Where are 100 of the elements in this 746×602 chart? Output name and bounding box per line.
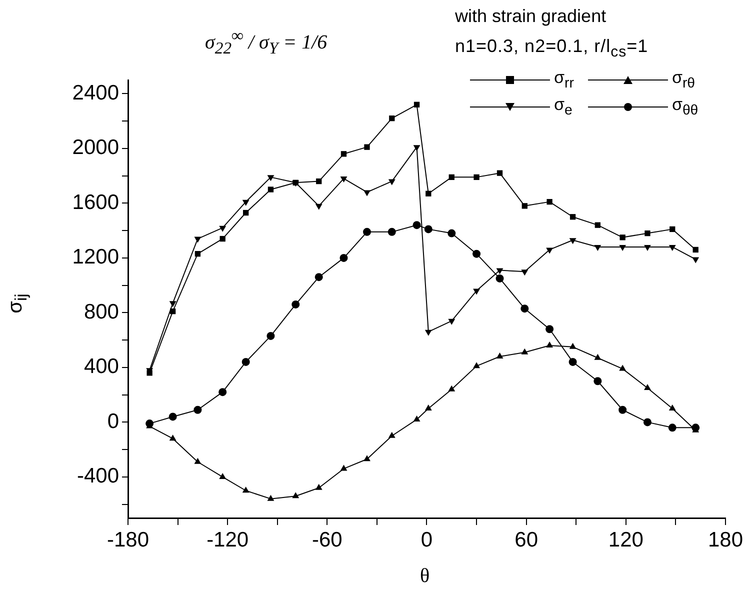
point bbox=[619, 244, 626, 251]
point bbox=[644, 244, 651, 251]
point bbox=[568, 358, 577, 366]
x-tick-label: 0 bbox=[420, 528, 433, 552]
point bbox=[292, 300, 300, 308]
y-tick-label: 800 bbox=[84, 300, 119, 324]
point bbox=[546, 248, 554, 254]
point bbox=[243, 210, 249, 216]
y-tick-label: 400 bbox=[84, 355, 119, 378]
point bbox=[426, 190, 432, 196]
point bbox=[474, 174, 480, 180]
y-tick-label: 2000 bbox=[72, 136, 119, 160]
x-tick-label: 120 bbox=[608, 528, 644, 552]
y-tick-label: -400 bbox=[76, 464, 119, 488]
point bbox=[219, 226, 226, 232]
point bbox=[169, 434, 176, 441]
point bbox=[448, 174, 454, 180]
point bbox=[594, 222, 601, 228]
point bbox=[522, 203, 528, 209]
point bbox=[496, 170, 503, 176]
point bbox=[413, 145, 420, 152]
point bbox=[388, 228, 396, 236]
point bbox=[388, 432, 396, 438]
point bbox=[242, 486, 250, 493]
point bbox=[242, 200, 250, 206]
legend-label: σ$_{θθ}$ bbox=[672, 95, 698, 119]
point bbox=[242, 358, 250, 366]
point bbox=[315, 484, 322, 490]
point bbox=[668, 244, 676, 251]
point bbox=[521, 270, 528, 276]
legend-label: σ$_{e}$ bbox=[554, 95, 572, 119]
point bbox=[364, 455, 370, 462]
point bbox=[670, 226, 676, 232]
point bbox=[364, 144, 370, 150]
point bbox=[413, 415, 420, 422]
point bbox=[546, 325, 554, 334]
point bbox=[424, 225, 432, 234]
point bbox=[220, 236, 226, 242]
point bbox=[496, 274, 504, 282]
point bbox=[170, 308, 176, 314]
point bbox=[521, 348, 528, 354]
x-tick-label: 60 bbox=[514, 528, 538, 552]
x-tick-label: -60 bbox=[312, 528, 342, 552]
point bbox=[414, 102, 420, 108]
point bbox=[364, 190, 370, 196]
point bbox=[496, 352, 504, 358]
point bbox=[644, 384, 651, 390]
point bbox=[266, 332, 275, 340]
legend-label: σ$_{rθ}$ bbox=[672, 68, 696, 92]
point bbox=[618, 406, 627, 414]
point bbox=[472, 250, 481, 258]
point bbox=[219, 472, 226, 479]
point bbox=[169, 301, 176, 308]
point bbox=[340, 151, 347, 157]
point bbox=[267, 494, 274, 501]
point bbox=[594, 377, 602, 386]
point bbox=[194, 406, 202, 414]
point bbox=[448, 229, 456, 238]
point bbox=[619, 364, 626, 371]
x-tick-label: -120 bbox=[206, 528, 249, 552]
point bbox=[316, 178, 322, 184]
point bbox=[292, 492, 300, 498]
x-tick-label: 180 bbox=[708, 528, 744, 552]
text: n1=0.3, n2=0.1, r/l$_{cs}$=1 bbox=[455, 36, 648, 61]
legend-label: σ$_{rr}$ bbox=[554, 68, 574, 92]
point bbox=[194, 458, 202, 464]
point bbox=[620, 234, 626, 240]
point bbox=[267, 175, 274, 182]
point bbox=[448, 318, 456, 325]
point bbox=[473, 362, 480, 368]
point bbox=[315, 204, 322, 210]
point bbox=[668, 404, 676, 410]
point bbox=[268, 186, 274, 192]
point bbox=[412, 221, 421, 230]
point bbox=[194, 236, 202, 243]
point bbox=[570, 214, 576, 220]
point bbox=[692, 246, 698, 253]
point bbox=[644, 230, 650, 236]
point bbox=[362, 228, 371, 236]
point bbox=[340, 176, 348, 183]
point bbox=[389, 115, 395, 122]
point bbox=[692, 257, 700, 264]
point bbox=[668, 424, 676, 432]
point bbox=[424, 330, 432, 336]
point bbox=[569, 238, 576, 244]
point bbox=[594, 244, 602, 251]
point bbox=[594, 354, 602, 360]
point bbox=[569, 342, 576, 349]
point bbox=[643, 418, 652, 426]
point bbox=[448, 385, 456, 392]
point bbox=[546, 342, 554, 348]
x-axis-title: θ bbox=[420, 565, 430, 588]
point bbox=[520, 304, 529, 313]
text: with strain gradient bbox=[455, 6, 606, 27]
text: σ$_{22}$$^{∞}$ / σ$_{Y}$ = 1/6 bbox=[205, 26, 328, 59]
point bbox=[424, 404, 432, 410]
y-tick-label: 2400 bbox=[72, 81, 119, 104]
point bbox=[340, 254, 348, 262]
point bbox=[496, 268, 504, 274]
y-tick-label: 1200 bbox=[72, 246, 119, 269]
